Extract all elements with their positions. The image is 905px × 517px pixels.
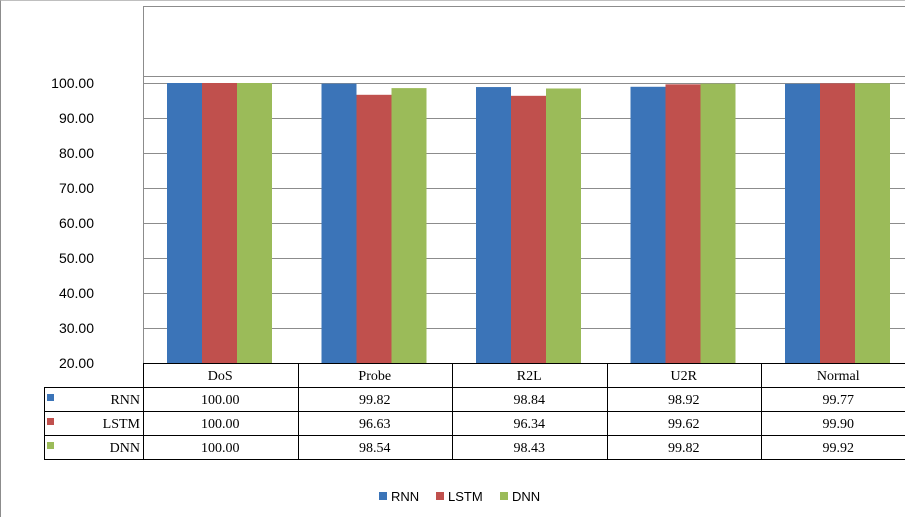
bar-dnn-u2r [700, 83, 736, 363]
bar-lstm-u2r [665, 84, 701, 363]
bar-lstm-normal [820, 83, 855, 363]
bar-dnn-normal [855, 83, 890, 363]
legend-label-lstm: LSTM [448, 489, 483, 504]
legend-key-lstm [436, 492, 444, 500]
legend-label-dnn: DNN [512, 489, 540, 504]
bar-lstm-dos [202, 83, 237, 363]
bar-rnn-r2l [476, 87, 511, 363]
legend-key-rnn [379, 492, 387, 500]
y-tick-label-2: 40.00 [59, 285, 94, 301]
table-cell-rnn-normal: 99.77 [823, 393, 855, 408]
y-tick-label-7: 90.00 [59, 110, 94, 126]
table-cell-lstm-u2r: 99.62 [668, 417, 700, 432]
table-legend-key-dnn [47, 442, 54, 449]
table-cell-rnn-u2r: 98.92 [668, 393, 700, 408]
table-header-probe: Probe [358, 369, 391, 384]
legend-key-dnn [500, 492, 508, 500]
table-cell-lstm-probe: 96.63 [359, 417, 391, 432]
y-tick-label-6: 80.00 [59, 145, 94, 161]
bar-lstm-probe [356, 94, 392, 364]
bar-dnn-probe [391, 88, 427, 364]
table-header-dos: DoS [208, 369, 233, 384]
table-cell-rnn-dos: 100.00 [201, 393, 240, 408]
bar-rnn-dos [167, 83, 202, 363]
table-cell-dnn-dos: 100.00 [201, 441, 240, 456]
y-tick-label-1: 30.00 [59, 320, 94, 336]
y-tick-label-4: 60.00 [59, 215, 94, 231]
table-cell-rnn-probe: 99.82 [359, 393, 391, 408]
y-tick-label-3: 50.00 [59, 250, 94, 266]
bar-dnn-r2l [546, 88, 581, 364]
table-cell-dnn-normal: 99.92 [823, 441, 855, 456]
table-row-label-rnn: RNN [110, 393, 140, 408]
table-cell-lstm-dos: 100.00 [201, 417, 240, 432]
table-legend-key-lstm [47, 418, 54, 425]
table-cell-lstm-normal: 99.90 [823, 417, 855, 432]
bar-rnn-normal [785, 83, 820, 364]
table-header-u2r: U2R [671, 369, 698, 384]
bar-dnn-dos [237, 83, 272, 363]
y-tick-label-8: 100.00 [51, 75, 94, 91]
table-cell-lstm-r2l: 96.34 [514, 417, 546, 432]
y-tick-label-0: 20.00 [59, 355, 94, 371]
y-tick-label-5: 70.00 [59, 180, 94, 196]
bar-lstm-r2l [511, 95, 546, 363]
table-cell-rnn-r2l: 98.84 [514, 393, 546, 408]
bar-rnn-u2r [630, 86, 666, 363]
legend-label-rnn: RNN [391, 489, 419, 504]
table-legend-key-rnn [47, 394, 54, 401]
table-cell-dnn-r2l: 98.43 [514, 441, 546, 456]
table-row-label-dnn: DNN [110, 441, 140, 456]
table-cell-dnn-probe: 98.54 [359, 441, 391, 456]
table-row-label-lstm: LSTM [103, 417, 141, 432]
table-cell-dnn-u2r: 99.82 [668, 441, 700, 456]
table-header-normal: Normal [817, 369, 860, 384]
bar-rnn-probe [321, 83, 357, 363]
table-header-r2l: R2L [517, 369, 542, 384]
